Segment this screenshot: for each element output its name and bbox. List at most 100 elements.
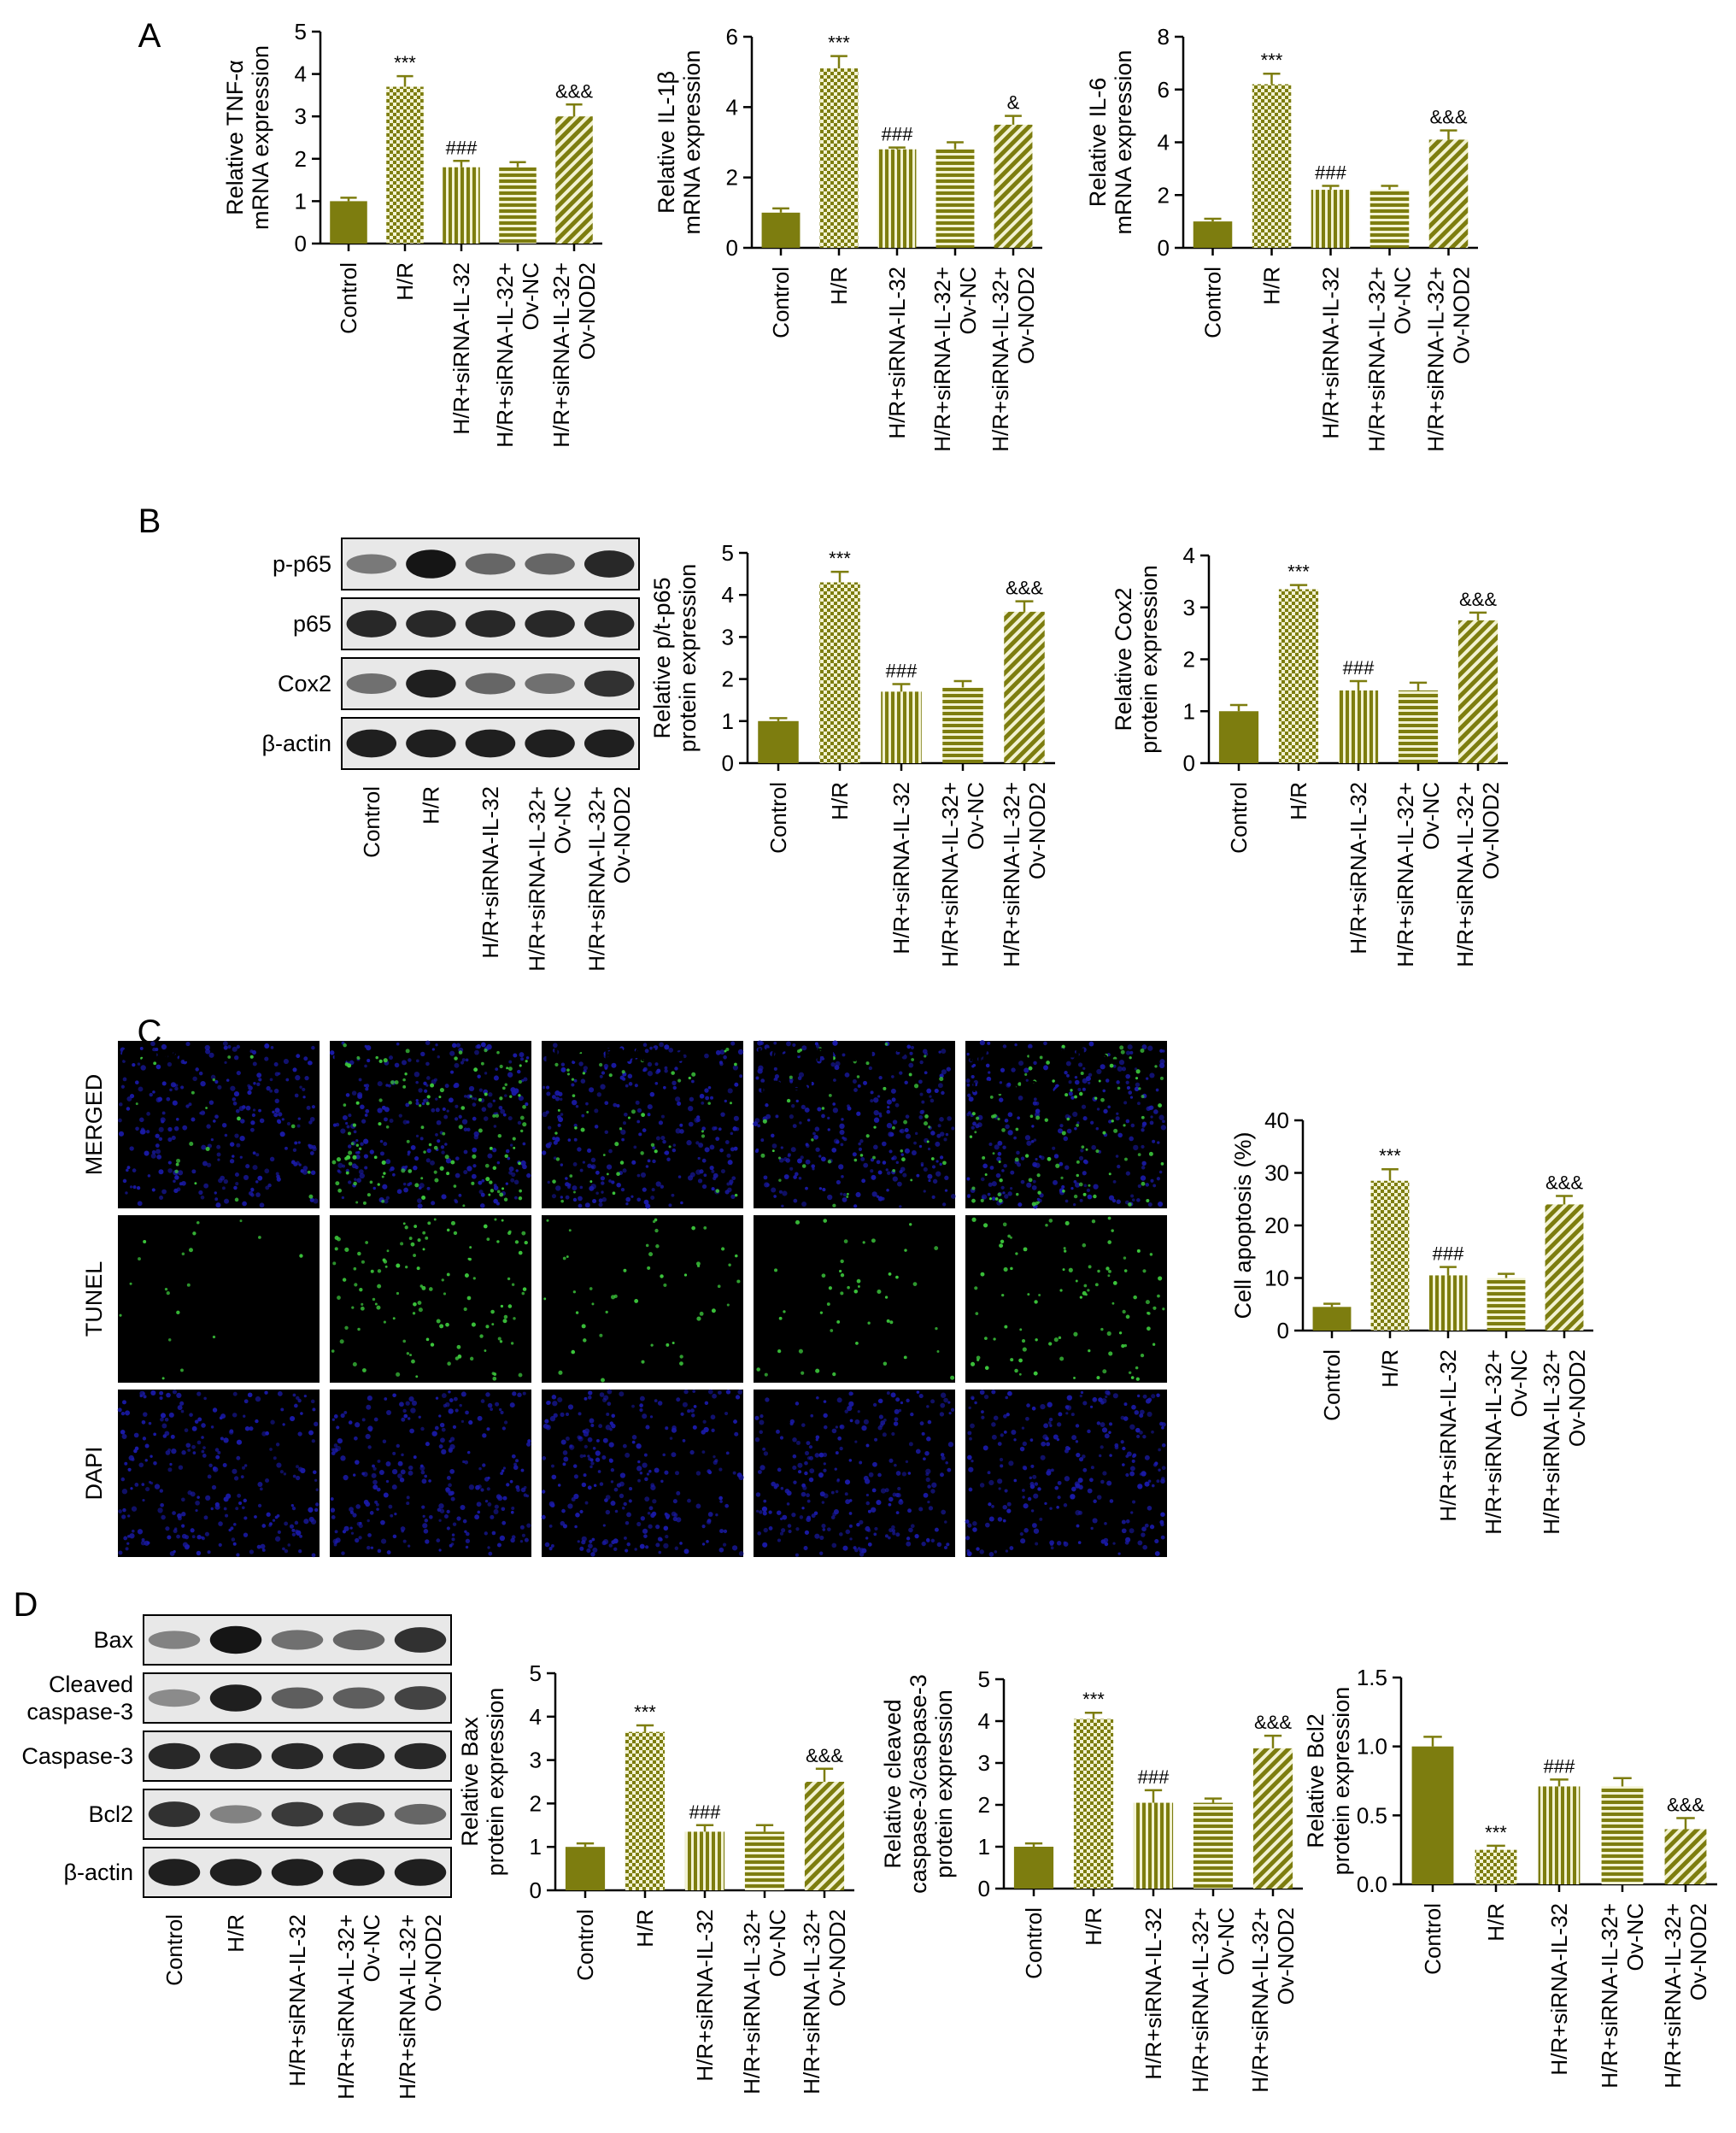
blot-row-label: Cox2 <box>278 671 331 696</box>
x-tick-label-line: Ov-NOD2 <box>420 1914 446 2012</box>
x-tick-label-line: H/R+siRNA-IL-32+ <box>525 786 550 972</box>
x-tick-label-line: H/R <box>223 1914 249 1953</box>
x-tick-label: Control <box>768 267 794 338</box>
western-blot-blotB: p-p65 p65 Cox2 β-actin Control H/R H/R+siRNA-I… <box>261 538 640 972</box>
x-tick-label-line: Control <box>336 262 361 334</box>
y-axis-label-line: Relative cleaved <box>880 1699 906 1868</box>
bar <box>942 687 983 763</box>
x-tick-label-line: Control <box>1226 782 1252 854</box>
blot-band <box>584 550 635 578</box>
bar <box>625 1731 666 1890</box>
y-tick-label: 0 <box>1277 1318 1289 1343</box>
bar <box>1545 1204 1584 1331</box>
x-tick-label-line: H/R+siRNA-IL-32 <box>1435 1349 1461 1522</box>
x-tick-label-line: Ov-NC <box>518 262 543 330</box>
blot-band <box>148 1742 201 1770</box>
micrograph-row-label: TUNEL <box>81 1261 107 1337</box>
y-axis-label-line: caspase-3/caspase-3 <box>906 1674 931 1894</box>
bar <box>819 68 859 248</box>
x-tick-label-line: Ov-NC <box>1622 1903 1648 1971</box>
x-tick-label-line: H/R+siRNA-IL-32 <box>478 786 503 959</box>
significance-label: &&& <box>1459 589 1497 610</box>
bar <box>1193 1802 1234 1889</box>
micrograph-tile <box>330 1215 531 1383</box>
blot-row-label: p-p65 <box>273 551 331 577</box>
bar <box>1398 690 1439 763</box>
x-tick-label-line: H/R <box>1286 782 1311 820</box>
blot-band <box>148 1631 201 1649</box>
blot-row-label: Bax <box>93 1627 133 1653</box>
blot-band <box>406 610 456 638</box>
x-tick-label: H/R <box>392 262 418 301</box>
x-tick-label-line: H/R+siRNA-IL-32+ <box>739 1909 765 2095</box>
x-tick-label: H/R+siRNA-IL-32+ Ov-NOD2 <box>1452 782 1504 967</box>
bar <box>1193 221 1233 248</box>
x-tick-label-line: H/R+siRNA-IL-32+ <box>1452 782 1478 967</box>
blot-band <box>525 610 575 638</box>
blot-band <box>332 1742 385 1770</box>
bar <box>1252 1748 1293 1889</box>
x-tick-label: Control <box>1200 267 1226 338</box>
blot-band <box>346 673 397 694</box>
bar <box>758 720 799 763</box>
bar <box>1475 1849 1517 1884</box>
y-tick-label: 3 <box>295 103 307 129</box>
bar <box>555 116 593 244</box>
bar-chart-tnf: 0 1 2 3 4 5 *** ### &&& Relative TNF-α mRNA expres… <box>222 19 602 448</box>
y-tick-label: 2 <box>1158 182 1170 208</box>
y-tick-label: 0.0 <box>1357 1872 1387 1897</box>
x-tick-label: Control <box>1226 782 1252 854</box>
x-tick-label: H/R+siRNA-IL-32+ Ov-NC <box>739 1909 790 2095</box>
micrograph-tile <box>754 1215 955 1383</box>
bar <box>1369 190 1410 248</box>
y-tick-label: 1.0 <box>1357 1734 1387 1760</box>
bar <box>1218 711 1259 763</box>
x-tick-label-line: Control <box>1021 1907 1047 1979</box>
x-tick-label-line: Ov-NOD2 <box>1564 1349 1590 1447</box>
x-tick-label: H/R+siRNA-IL-32 <box>889 782 914 955</box>
y-axis-label-line: protein expression <box>931 1689 957 1878</box>
x-tick-label: H/R+siRNA-IL-32 <box>1346 782 1371 955</box>
bar <box>1428 1275 1468 1331</box>
x-tick-label-line: H/R <box>1081 1907 1106 1946</box>
x-tick-label-line: H/R+siRNA-IL-32+ <box>395 1914 420 2100</box>
y-tick-label: 0 <box>1158 235 1170 261</box>
x-tick-label: H/R+siRNA-IL-32+ Ov-NOD2 <box>999 782 1050 967</box>
x-tick-label: H/R <box>223 1914 249 1953</box>
bar <box>499 167 537 244</box>
x-tick-label: H/R <box>418 786 443 825</box>
x-tick-label-line: H/R+siRNA-IL-32+ <box>584 786 609 972</box>
significance-label: *** <box>828 32 850 54</box>
y-tick-label: 1 <box>722 708 734 734</box>
significance-label: *** <box>1379 1145 1401 1166</box>
x-tick-label-line: Ov-NOD2 <box>1013 267 1039 364</box>
bar <box>330 201 367 244</box>
blot-band <box>465 729 516 758</box>
micrograph-tile: H/R+siRNA-IL-32 +Ov-NC <box>753 1040 956 1208</box>
bar-chart-casp3: 0 1 2 3 4 5 *** ### &&& Relative cleaved caspase-3… <box>880 1666 1303 2093</box>
bar-chart-apop: 0 10 20 30 40 *** ### &&& Cell apoptosis (%) Cont… <box>1230 1108 1593 1535</box>
x-tick-label-line: Ov-NOD2 <box>1273 1907 1299 2005</box>
micrograph-tile <box>117 1390 320 1558</box>
x-tick-label-line: H/R+siRNA-IL-32+ <box>999 782 1024 967</box>
y-axis-label-line: mRNA expression <box>248 45 273 230</box>
bar <box>1312 1307 1352 1331</box>
y-axis-label-line: protein expression <box>1136 565 1162 754</box>
significance-label: ### <box>1343 657 1375 679</box>
bar <box>819 582 860 763</box>
blot-band <box>332 1629 385 1651</box>
x-tick-label-line: Control <box>765 782 791 854</box>
x-tick-label-line: Ov-NOD2 <box>824 1909 850 2007</box>
y-tick-label: 3 <box>722 624 734 649</box>
x-tick-label-line: Control <box>161 1914 187 1986</box>
y-tick-label: 4 <box>722 582 734 608</box>
y-axis-label: Relative p/t-p65 protein expression <box>649 564 701 753</box>
x-tick-label: H/R+siRNA-IL-32+ Ov-NC <box>492 262 543 448</box>
x-tick-label: H/R+siRNA-IL-32 <box>1318 267 1344 439</box>
x-tick-label: H/R+siRNA-IL-32+ Ov-NOD2 <box>799 1909 850 2095</box>
bar <box>1073 1719 1114 1889</box>
x-tick-label-line: H/R+siRNA-IL-32+ <box>492 262 518 448</box>
x-tick-label-line: H/R <box>1377 1349 1403 1388</box>
x-tick-label-line: H/R <box>632 1909 658 1948</box>
